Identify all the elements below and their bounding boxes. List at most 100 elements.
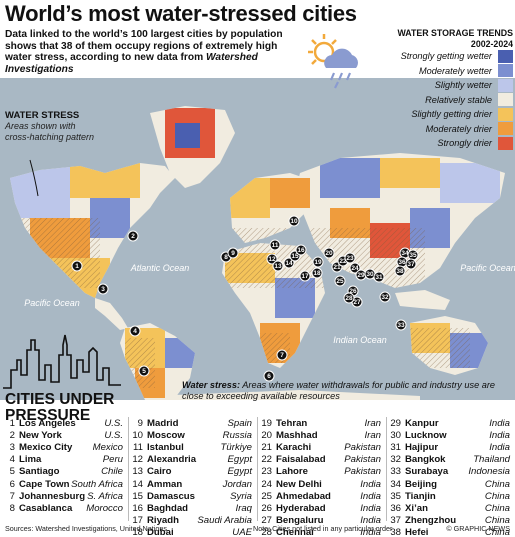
city-marker: 24 bbox=[349, 262, 361, 274]
ocean-label-indian: Indian Ocean bbox=[333, 335, 387, 345]
city-marker-label: 36 bbox=[398, 259, 406, 266]
city-row: 29 Kanpur India bbox=[389, 417, 510, 429]
city-country: Iran bbox=[364, 417, 381, 429]
legend-swatch bbox=[498, 78, 513, 92]
city-country: Türkiye bbox=[220, 441, 252, 453]
city-number: 23 bbox=[261, 466, 272, 478]
city-number: 32 bbox=[390, 454, 401, 466]
city-marker-label: 13 bbox=[274, 263, 282, 270]
city-marker: 36 bbox=[396, 256, 408, 268]
city-marker: 2 bbox=[127, 230, 139, 242]
city-row: 37 Zhengzhou China bbox=[389, 515, 510, 527]
city-marker-label: 15 bbox=[291, 253, 299, 260]
city-marker-label: 7 bbox=[280, 352, 284, 359]
city-number: 27 bbox=[261, 515, 272, 527]
city-marker: 4 bbox=[129, 325, 141, 337]
city-column-4: 29 Kanpur India 30 Lucknow India 31 Hajipur Indi… bbox=[389, 417, 510, 537]
city-marker: 3 bbox=[97, 283, 109, 295]
city-number: 15 bbox=[132, 490, 143, 502]
city-name: Los Angeles bbox=[19, 417, 76, 429]
city-name: Baghdad bbox=[147, 502, 189, 514]
city-number: 28 bbox=[261, 527, 272, 537]
pointer-line bbox=[29, 159, 39, 197]
city-number: 38 bbox=[390, 527, 401, 537]
footer-sources: Sources: Watershed Investigations, Unite… bbox=[5, 524, 167, 533]
city-marker: 13 bbox=[272, 260, 284, 272]
city-marker-label: 14 bbox=[285, 260, 293, 267]
city-row: 28 Chennai India bbox=[260, 527, 381, 537]
city-marker-label: 16 bbox=[297, 247, 305, 254]
city-marker-label: 32 bbox=[381, 294, 389, 301]
city-row: 24 New Delhi India bbox=[260, 478, 381, 490]
legend-label: Relatively stable bbox=[425, 94, 492, 105]
city-name: Casablanca bbox=[19, 502, 73, 514]
city-country: Peru bbox=[102, 454, 123, 466]
city-number: 13 bbox=[132, 466, 143, 478]
water-stress-note: Water stress: Areas where water withdraw… bbox=[182, 380, 512, 402]
city-marker-label: 3 bbox=[101, 286, 105, 293]
city-number: 31 bbox=[390, 441, 401, 453]
city-marker-label: 27 bbox=[353, 299, 361, 306]
city-name: Hefei bbox=[405, 527, 429, 537]
city-number: 21 bbox=[261, 441, 272, 453]
city-name: Johannesburg bbox=[19, 490, 86, 502]
city-name: Istanbul bbox=[147, 441, 184, 453]
city-number: 34 bbox=[390, 478, 401, 490]
page-title: World’s most water-stressed cities bbox=[5, 1, 357, 26]
city-row: 9 Madrid Spain bbox=[131, 417, 252, 429]
cloud-sun-rain-icon bbox=[308, 34, 358, 89]
city-marker: 10 bbox=[288, 215, 300, 227]
city-marker: 7 bbox=[276, 349, 288, 361]
skyline-icon bbox=[3, 334, 121, 389]
city-marker-label: 37 bbox=[407, 261, 415, 268]
city-marker: 17 bbox=[299, 270, 311, 282]
city-country: Syria bbox=[230, 490, 252, 502]
legend-label: Slightly getting drier bbox=[411, 109, 492, 120]
city-number: 25 bbox=[261, 490, 272, 502]
city-number: 6 bbox=[9, 478, 15, 490]
intro-body: Data linked to the world’s 100 largest c… bbox=[5, 29, 283, 64]
city-country: Pakistan bbox=[344, 441, 381, 453]
city-country: India bbox=[489, 417, 510, 429]
city-number: 30 bbox=[390, 429, 401, 441]
city-row: 32 Bangkok Thailand bbox=[389, 454, 510, 466]
legend-label: Moderately drier bbox=[425, 123, 492, 134]
city-row: 34 Beijing China bbox=[389, 478, 510, 490]
city-marker-label: 24 bbox=[351, 265, 359, 272]
legend-swatch bbox=[498, 64, 513, 78]
city-name: Xi’an bbox=[405, 502, 428, 514]
city-country: Russia bbox=[222, 429, 252, 441]
city-name: Hyderabad bbox=[276, 502, 326, 514]
ocean-label-atlantic: Atlantic Ocean bbox=[130, 263, 190, 273]
city-marker: 28 bbox=[343, 292, 355, 304]
city-number: 20 bbox=[261, 429, 272, 441]
city-number: 14 bbox=[132, 478, 143, 490]
city-country: India bbox=[360, 502, 381, 514]
city-number: 29 bbox=[390, 417, 401, 429]
city-marker: 14 bbox=[283, 257, 295, 269]
legend-title: WATER STORAGE TRENDS 2002-2024 bbox=[397, 28, 513, 49]
city-row: 31 Hajipur India bbox=[389, 441, 510, 453]
city-name: Tehran bbox=[276, 417, 308, 429]
city-marker: 29 bbox=[355, 269, 367, 281]
city-number: 2 bbox=[9, 429, 15, 441]
city-number: 11 bbox=[133, 441, 143, 453]
city-name: Lucknow bbox=[405, 429, 447, 441]
city-number: 3 bbox=[9, 441, 15, 453]
city-row: 14 Amman Jordan bbox=[131, 478, 252, 490]
city-marker: 38 bbox=[394, 265, 406, 277]
legend-swatch bbox=[498, 136, 513, 150]
city-number: 16 bbox=[132, 502, 143, 514]
city-country: China bbox=[484, 515, 510, 527]
city-country: UAE bbox=[232, 527, 252, 537]
city-marker: 18 bbox=[311, 267, 323, 279]
city-marker: 16 bbox=[295, 244, 307, 256]
legend-item: Strongly getting wetter bbox=[378, 49, 513, 64]
legend-item: Relatively stable bbox=[378, 93, 513, 108]
city-marker: 5 bbox=[138, 365, 150, 377]
legend-item: Moderately drier bbox=[378, 122, 513, 137]
city-marker: 37 bbox=[405, 258, 417, 270]
city-country: S. Africa bbox=[87, 490, 123, 502]
city-name: Madrid bbox=[147, 417, 179, 429]
city-number: 18 bbox=[132, 527, 143, 537]
